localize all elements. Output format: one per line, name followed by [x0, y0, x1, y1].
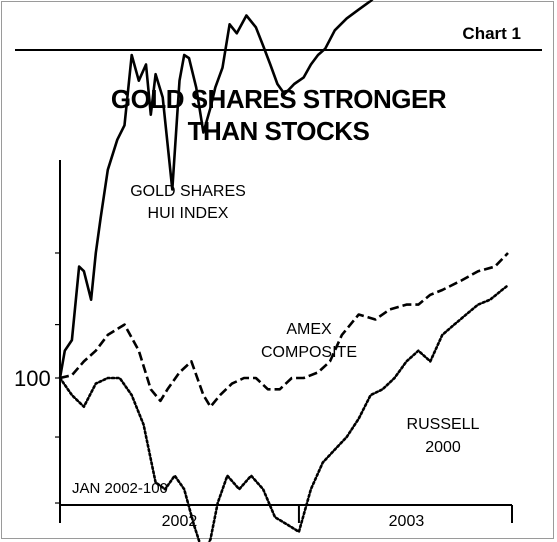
series-label-russell: 2000: [425, 439, 461, 456]
x-tick-label: 2002: [162, 513, 198, 530]
series-label-hui: GOLD SHARES: [130, 183, 246, 200]
chart-title: GOLD SHARES STRONGER: [110, 84, 447, 114]
y-baseline-label: 100: [14, 366, 51, 391]
label-layer: JAN 2002-100 GOLD SHARES HUI INDEX AMEX COMP…: [72, 183, 480, 497]
series-label-hui: HUI INDEX: [148, 205, 229, 222]
series-label-amex: AMEX: [286, 321, 332, 338]
series-line-russell: [58, 284, 510, 542]
index-base-note: JAN 2002-100: [72, 480, 168, 497]
series-line-hui: [58, 0, 374, 379]
chart-number-label: Chart 1: [462, 24, 521, 43]
series-label-russell: RUSSELL: [407, 416, 480, 433]
axes: 2002 2003 100: [14, 160, 513, 530]
series-line-amex: [59, 252, 509, 408]
header-rule: [15, 49, 542, 51]
x-tick-label: 2003: [389, 513, 425, 530]
series-label-amex: COMPOSITE: [261, 344, 357, 361]
series-layer: [58, 0, 510, 542]
chart-subtitle: THAN STOCKS: [187, 116, 370, 146]
